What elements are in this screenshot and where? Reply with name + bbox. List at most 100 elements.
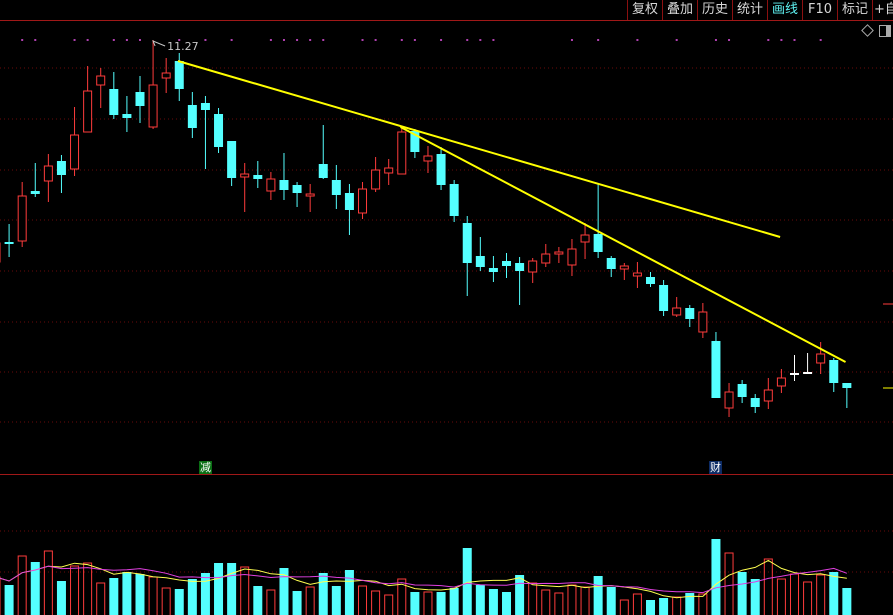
event-dot [269,39,272,41]
candle [384,159,394,185]
candle-body [567,248,577,266]
volume-bar [829,572,839,615]
volume-bar [475,585,485,615]
candle-body [109,89,119,115]
event-dot [819,39,822,41]
volume-bar [816,574,826,615]
candle-body [253,175,263,179]
candle-body [240,173,250,178]
volume-bar [410,592,420,615]
candle [279,153,289,200]
event-dot [309,39,312,41]
candle-body [515,263,525,271]
history-button[interactable]: 历史 [697,0,732,20]
candle-body [96,75,106,86]
volume-bar [279,568,289,615]
volume-bar [253,586,263,615]
candle-body [83,90,93,133]
volume-bar [488,589,498,615]
overlay-button[interactable]: 叠加 [662,0,697,20]
candle-body [344,193,354,210]
candle [698,303,708,338]
candle [17,182,27,247]
mark-button[interactable]: 标记 [837,0,872,20]
candle [541,244,551,267]
candle-body [449,184,459,216]
candle-body [305,193,315,197]
draw-line-button[interactable]: 画线 [767,0,802,20]
event-dot [400,39,403,41]
candle-body [423,155,433,162]
candle [646,272,655,287]
candle [227,141,237,186]
event-dot [73,39,76,41]
f10-button[interactable]: F10 [802,0,837,20]
volume-bar [148,576,158,615]
candle [423,146,433,173]
candle-body [502,261,512,266]
volume-bar [83,562,93,615]
candle-body [148,84,158,128]
volume-bar [371,590,381,615]
candle [344,184,354,235]
volume-bar [227,563,237,615]
volume-bar [606,587,616,615]
volume-bar [43,550,53,615]
candle [711,332,721,398]
volume-bar [842,588,852,615]
volume-ma-10-line [0,565,848,594]
trendline [177,60,781,238]
candle [200,96,210,169]
volume-bar [515,575,525,615]
candle [161,58,171,93]
candle-body [606,258,616,269]
event-dot [112,39,115,41]
candle [266,172,276,200]
volume-bar [619,599,629,615]
trendline [400,126,847,363]
event-dot [361,39,364,41]
event-dot [767,39,770,41]
event-dot [413,39,416,41]
candle-body [528,260,538,273]
event-dot [466,39,469,41]
add-custom-button[interactable]: +自 [872,0,893,20]
toolbar: 复权 叠加 历史 统计 画线 F10 标记 +自 [627,0,893,20]
candle [436,147,446,190]
candle [187,92,197,138]
candle-body [279,180,289,190]
statistics-button[interactable]: 统计 [732,0,767,20]
volume-bar [96,582,106,615]
restore-rights-button[interactable]: 复权 [627,0,662,20]
candle [724,383,734,417]
volume-bar [685,593,695,615]
event-dot [728,39,731,41]
candle-body [672,307,682,316]
candle-body [43,165,53,182]
candle-body [593,234,603,252]
candle [4,224,14,257]
volume-bar [646,600,655,615]
candle-body [475,256,485,267]
panel-toggle-icon[interactable] [879,25,891,37]
reduce-holdings-marker[interactable]: 减 [199,461,212,474]
candle-body [17,195,27,242]
candle [371,157,381,192]
candle-body [554,251,564,255]
financial-report-marker[interactable]: 财 [709,461,722,474]
candle [56,155,66,193]
candle [214,108,224,153]
candle [842,383,852,408]
candle [30,163,40,197]
volume-bar [502,592,512,615]
candle [672,297,682,317]
candle [253,161,263,188]
volume-ma-5-line [0,559,847,599]
volume-bar [135,574,145,615]
candle [502,253,512,278]
candle-body [462,223,472,263]
candle-body [541,253,551,264]
candle-body [842,383,852,388]
volume-bar [17,555,27,615]
